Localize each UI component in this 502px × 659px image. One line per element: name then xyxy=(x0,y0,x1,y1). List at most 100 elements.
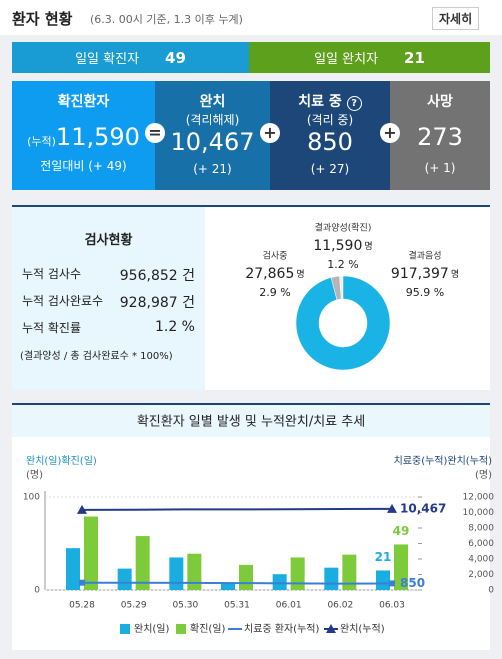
slice-percent: 2.9 % xyxy=(259,286,290,299)
header: 환자 현황 (6.3. 00시 기준, 1.3 이후 누계) 자세히 xyxy=(0,0,502,35)
legend-swatch xyxy=(326,624,336,633)
bar xyxy=(342,554,357,590)
box-value: 850 xyxy=(307,128,353,156)
box-subtitle: (격리 중) xyxy=(306,113,354,127)
slice-name: 검사중 xyxy=(263,250,288,262)
slice-count: 27,865 명 xyxy=(245,266,304,282)
slice-count: 11,590 명 xyxy=(313,238,372,254)
help-icon[interactable]: ? xyxy=(346,96,362,111)
bar xyxy=(84,516,98,590)
slice-percent: 95.9 % xyxy=(406,286,444,299)
x-tick-label: 05.29 xyxy=(121,601,147,611)
box-change: (+ 27) xyxy=(310,162,350,176)
bar xyxy=(290,557,305,590)
count: 27,865 xyxy=(245,266,294,282)
y2-tick-label: 12,000 xyxy=(463,493,495,503)
unit: 명 xyxy=(451,269,459,280)
x-tick-label: 05.28 xyxy=(69,601,95,611)
y2-tick-label: 4,000 xyxy=(468,555,494,565)
y-tick-label: 0 xyxy=(34,586,40,596)
y-label: 완치(일)확진(일) xyxy=(26,455,97,467)
label: 일일 확진자 xyxy=(75,52,140,67)
x-tick-label: 05.31 xyxy=(224,601,250,611)
label: 일일 완치자 xyxy=(314,52,379,67)
count: 917,397 xyxy=(391,266,449,282)
data-label: 850 xyxy=(400,576,425,590)
bar xyxy=(376,570,390,590)
y2-tick-label: 8,000 xyxy=(468,524,494,534)
treatment-box: 치료 중 ? (격리 중) 850 (+ 27) xyxy=(270,81,390,190)
value: 21 xyxy=(404,48,425,67)
box-change: 전일대비 (+ 49) xyxy=(40,159,127,173)
row-label: 누적 검사완료수 xyxy=(22,294,104,308)
line xyxy=(81,581,393,585)
x-tick-label: 05.30 xyxy=(172,601,198,611)
marker xyxy=(387,503,397,513)
operator: = xyxy=(145,123,165,143)
title: 환자 현황 xyxy=(12,10,73,28)
bar xyxy=(394,544,408,590)
slice-count: 917,397 명 xyxy=(391,266,459,282)
bar xyxy=(324,567,339,590)
y2-tick-label: 10,000 xyxy=(463,508,495,518)
y2-tick-label: 6,000 xyxy=(468,539,494,549)
x-tick-label: 06.01 xyxy=(276,601,302,611)
row-label: 누적 검사수 xyxy=(22,267,82,281)
marker xyxy=(77,504,87,514)
legend-swatch xyxy=(176,624,186,634)
y2-label: 치료중(누적)완치(누적) xyxy=(394,455,493,467)
x-tick-label: 06.02 xyxy=(327,601,353,611)
y-tick-label: 100 xyxy=(23,493,40,503)
slice-name: 결과양성(확진) xyxy=(315,222,372,234)
legend-label: 확진(일) xyxy=(190,623,226,635)
legend-label: 완치(누적) xyxy=(340,623,385,635)
box-title: 사망 xyxy=(427,94,453,110)
slice-name: 결과음성 xyxy=(408,251,441,262)
operator: + xyxy=(260,123,280,143)
chart-title: 확진환자 일별 발생 및 누적완치/치료 추세 xyxy=(137,415,365,430)
daily-confirmed: 일일 확진자 49 xyxy=(12,42,249,73)
bar xyxy=(117,568,132,590)
data-label: 49 xyxy=(393,524,410,538)
count: 11,590 xyxy=(313,238,362,254)
released-box: 완치 (격리해제) 10,467 (+ 21) xyxy=(155,81,270,190)
unit: 명 xyxy=(296,269,304,280)
bar xyxy=(272,574,287,590)
legend-swatch xyxy=(120,624,130,634)
tests-title: 검사현황 xyxy=(84,233,133,248)
bar xyxy=(135,536,150,590)
box-title: 확진환자 xyxy=(57,94,110,110)
detail-link[interactable]: 자세히 xyxy=(432,7,480,30)
legend-label: 치료중 환자(누적) xyxy=(244,623,319,635)
value: 49 xyxy=(165,48,186,67)
x-tick-label: 06.03 xyxy=(379,601,405,611)
bar xyxy=(187,553,202,590)
y2-unit: (명) xyxy=(475,469,492,481)
bar xyxy=(239,564,253,590)
row-value: 956,852 건 xyxy=(119,268,195,284)
box-subtitle: (격리해제) xyxy=(185,113,240,127)
prefix: (누적) xyxy=(27,135,56,148)
daily-released: 일일 완치자 21 xyxy=(249,42,490,73)
line xyxy=(81,507,393,511)
bar xyxy=(169,557,184,590)
subtitle: (6.3. 00시 기준, 1.3 이후 누계) xyxy=(90,13,243,26)
row-label: 누적 확진률 xyxy=(22,321,82,335)
legend-label: 완치(일) xyxy=(134,623,170,635)
confirmed-box: 확진환자 (누적)11,590 전일대비 (+ 49) xyxy=(12,81,155,190)
box-value: 11,590 xyxy=(55,123,140,151)
deaths-box: 사망 273 (+ 1) xyxy=(390,81,490,190)
box-title: 치료 중 xyxy=(298,94,342,110)
operator: + xyxy=(380,123,400,143)
unit: 명 xyxy=(364,241,372,252)
tests-panel: 검사현황 누적 검사수 956,852 건 누적 검사완료수 928,987 건… xyxy=(12,207,205,390)
bar xyxy=(221,582,235,590)
y-unit: (명) xyxy=(26,469,43,481)
y2-tick-label: 2,000 xyxy=(468,570,494,580)
data-label: 21 xyxy=(375,550,392,564)
pie-slice xyxy=(295,275,391,371)
note: (결과양성 / 총 검사완료수 * 100%) xyxy=(20,351,173,362)
marker xyxy=(79,579,85,586)
